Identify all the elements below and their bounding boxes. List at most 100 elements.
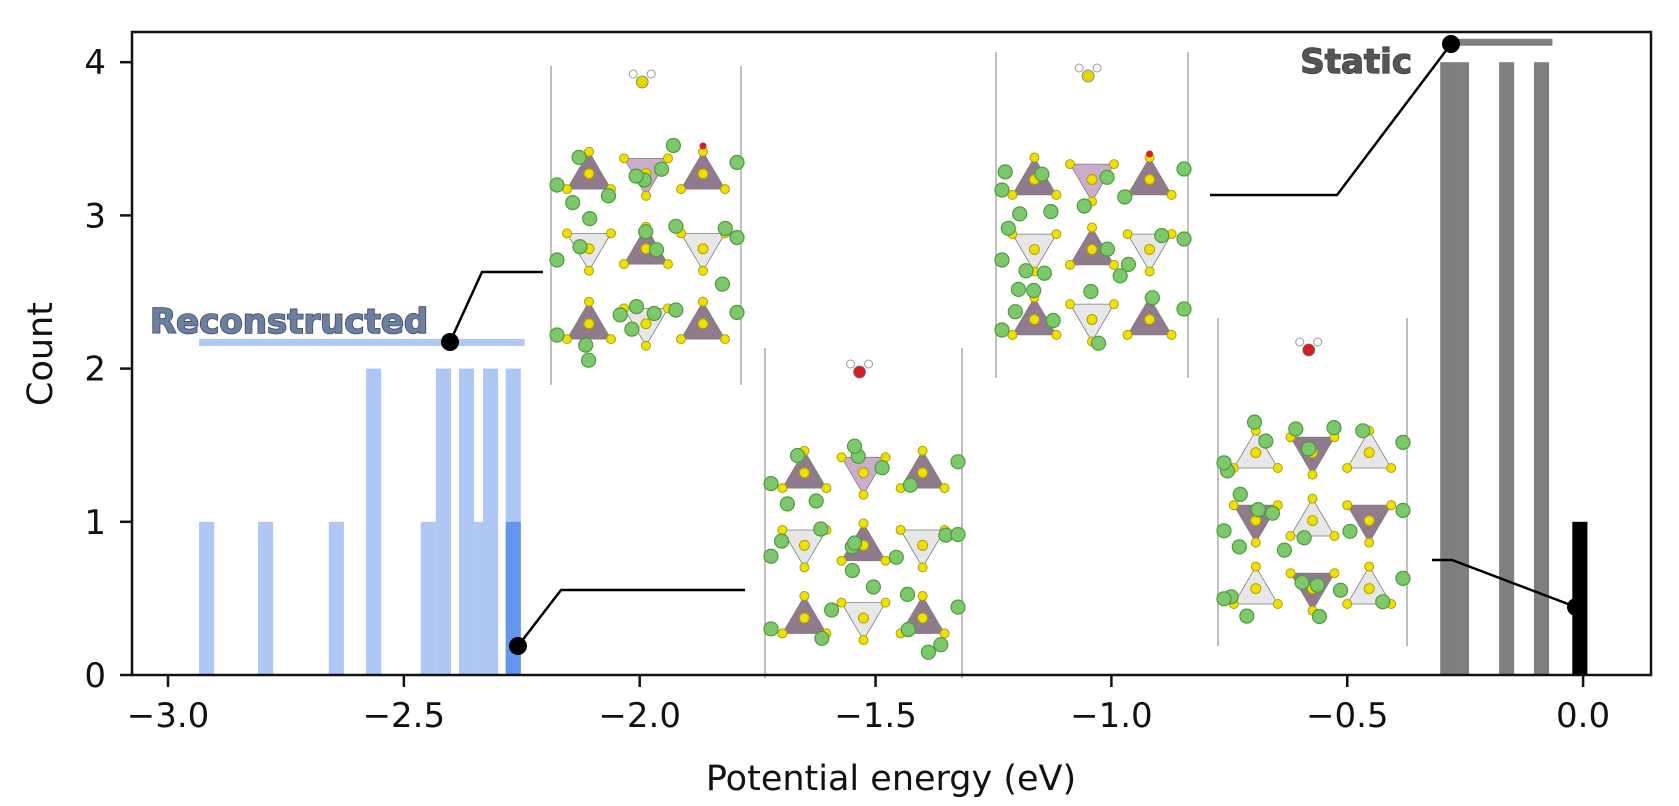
x-tick-label: 0.0 bbox=[1556, 696, 1610, 736]
bar-reconstructed-0 bbox=[199, 521, 215, 675]
sulfur-atom bbox=[1086, 174, 1098, 185]
sulfur-atom bbox=[858, 467, 869, 479]
oxygen-atom bbox=[1146, 150, 1154, 158]
sulfur-atom bbox=[858, 518, 869, 529]
chlorine-atom bbox=[950, 454, 966, 470]
chlorine-atom bbox=[1176, 161, 1192, 177]
chlorine-atom bbox=[1231, 539, 1247, 555]
sulfur-atom bbox=[798, 539, 810, 551]
sulfur-atom bbox=[1144, 174, 1156, 185]
chlorine-atom bbox=[1258, 433, 1274, 449]
sulfur-atom bbox=[584, 146, 594, 157]
hydrogen-atom bbox=[1295, 337, 1305, 347]
bar-reconstructed-2 bbox=[328, 521, 344, 675]
sulfur-atom bbox=[562, 228, 572, 239]
sulfur-atom bbox=[1007, 189, 1018, 200]
sulfur-atom bbox=[798, 467, 810, 479]
sulfur-atom bbox=[641, 190, 651, 201]
sulfur-atom bbox=[1342, 500, 1353, 511]
chlorine-atom bbox=[1144, 290, 1161, 306]
chlorine-atom bbox=[628, 299, 645, 315]
chlorine-atom bbox=[814, 630, 830, 646]
x-axis-label: Potential energy (eV) bbox=[706, 759, 1076, 799]
chlorine-atom bbox=[1395, 434, 1411, 450]
inset-d-structure bbox=[1216, 318, 1411, 646]
sulfur-atom bbox=[1342, 463, 1353, 473]
y-tick-label: 1 bbox=[84, 503, 106, 543]
chlorine-atom bbox=[1112, 268, 1128, 284]
molecule-center-atom bbox=[853, 365, 866, 379]
sulfur-atom bbox=[1166, 329, 1177, 340]
sulfur-atom bbox=[1272, 463, 1283, 473]
sulfur-atom bbox=[1051, 329, 1062, 340]
sulfur-atom bbox=[676, 334, 686, 345]
chlorine-atom bbox=[813, 521, 829, 537]
sulfur-atom bbox=[1364, 537, 1375, 548]
chlorine-atom bbox=[1036, 265, 1053, 281]
chlorine-atom bbox=[994, 252, 1010, 268]
chlorine-atom bbox=[789, 447, 806, 464]
chlorine-atom bbox=[572, 239, 588, 255]
sulfur-atom bbox=[697, 318, 709, 330]
molecule-center-atom bbox=[635, 75, 649, 89]
sulfur-atom bbox=[917, 445, 928, 456]
connector-reconstructed-best bbox=[517, 588, 745, 647]
sulfur-atom bbox=[697, 243, 709, 255]
x-tick-label: −1.5 bbox=[834, 696, 917, 736]
chlorine-atom bbox=[808, 493, 824, 509]
sulfur-atom bbox=[583, 318, 595, 330]
sulfur-atom bbox=[640, 318, 652, 330]
sulfur-atom bbox=[1028, 244, 1040, 255]
sulfur-atom bbox=[606, 228, 616, 239]
y-tick-label: 4 bbox=[84, 43, 106, 83]
sulfur-atom bbox=[1363, 447, 1375, 459]
chlorine-atom bbox=[1342, 523, 1358, 539]
x-tick-label: −0.5 bbox=[1306, 696, 1389, 736]
connector-static-range bbox=[1210, 43, 1452, 197]
sulfur-atom bbox=[1007, 329, 1018, 340]
sulfur-atom bbox=[1329, 531, 1340, 541]
chlorine-atom bbox=[565, 195, 581, 211]
sulfur-atom bbox=[676, 184, 686, 195]
chlorine-atom bbox=[1276, 542, 1293, 558]
chlorine-atom bbox=[646, 305, 662, 322]
hydrogen-atom bbox=[846, 359, 856, 369]
chlorine-atom bbox=[578, 337, 594, 353]
chlorine-atom bbox=[1176, 231, 1192, 247]
sulfur-atom bbox=[1109, 159, 1119, 170]
sulfur-atom bbox=[1250, 561, 1261, 572]
y-tick-label: 0 bbox=[84, 656, 106, 696]
sulfur-atom bbox=[1285, 568, 1296, 579]
chlorine-atom bbox=[888, 549, 904, 565]
sulfur-atom bbox=[917, 562, 928, 573]
chlorine-atom bbox=[714, 276, 731, 292]
bar-reconstructed-highlighted-0 bbox=[505, 521, 521, 675]
inset-b-structure bbox=[763, 348, 966, 678]
chlorine-atom bbox=[763, 476, 779, 492]
sulfur-atom bbox=[777, 628, 788, 639]
sulfur-atom bbox=[1166, 189, 1177, 200]
sulfur-atom bbox=[1109, 259, 1119, 270]
sulfur-atom bbox=[619, 259, 629, 270]
y-axis-label: Count bbox=[21, 302, 61, 406]
sulfur-atom bbox=[663, 153, 673, 164]
sulfur-atom bbox=[1363, 583, 1375, 595]
chlorine-atom bbox=[1034, 166, 1050, 182]
sulfur-atom bbox=[1086, 244, 1098, 255]
chlorine-atom bbox=[997, 164, 1013, 180]
chlorine-atom bbox=[865, 579, 882, 595]
chlorine-atom bbox=[779, 496, 796, 512]
sulfur-atom bbox=[917, 591, 928, 602]
bar-reconstructed-3 bbox=[366, 368, 382, 675]
sulfur-atom bbox=[798, 612, 810, 624]
chlorine-atom bbox=[1395, 570, 1411, 587]
chlorine-atom bbox=[1395, 502, 1411, 518]
hydrogen-atom bbox=[628, 69, 638, 79]
hydrogen-atom bbox=[1092, 63, 1102, 73]
chlorine-atom bbox=[1250, 502, 1266, 518]
molecule-center-atom bbox=[1081, 69, 1095, 83]
chlorine-atom bbox=[1309, 577, 1326, 593]
chlorine-atom bbox=[899, 586, 916, 603]
sulfur-atom bbox=[1250, 583, 1262, 595]
